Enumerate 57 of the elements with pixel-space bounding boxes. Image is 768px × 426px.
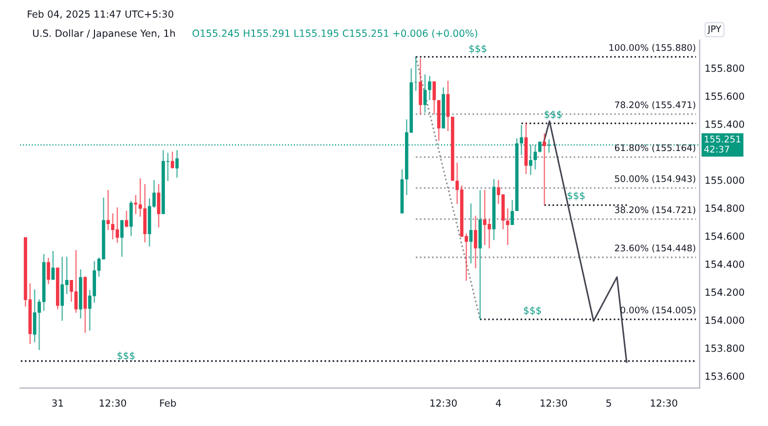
- y-tick-label: 155.600: [706, 92, 744, 100]
- annotation: $$$: [568, 192, 585, 200]
- x-tick-label: 12:30: [100, 399, 126, 407]
- candlestick: [446, 80, 450, 132]
- chart-title: U.S. Dollar / Japanese Yen, 1h: [33, 29, 175, 39]
- candlestick: [138, 178, 142, 218]
- candlestick: [423, 74, 427, 114]
- candlestick: [414, 56, 418, 92]
- chart-subtitle: O155.245 H155.291 L155.195 C155.251 +0.006 (+0.00%): [192, 29, 478, 38]
- candlestick: [469, 202, 473, 264]
- x-tick-label: 31: [52, 399, 63, 407]
- candlestick: [506, 208, 510, 246]
- annotation: $$$: [524, 306, 541, 316]
- x-tick-label: 12:30: [430, 399, 457, 407]
- y-tick-label: 154.600: [706, 232, 744, 240]
- annotation: $$$: [469, 44, 486, 54]
- candlestick: [51, 250, 55, 280]
- annotation: 61.80% (155.164): [614, 144, 696, 152]
- candlestick: [542, 132, 546, 206]
- x-tick-label: Feb: [160, 399, 176, 407]
- annotation: 50.00% (154.943): [615, 175, 696, 184]
- candlestick: [175, 149, 179, 178]
- candlestick: [129, 200, 133, 237]
- candlestick: [157, 183, 160, 228]
- annotation: 100.00% (155.880): [610, 44, 696, 52]
- x-tick-label: 4: [496, 399, 502, 407]
- y-tick-label: 154.800: [706, 204, 744, 212]
- y-tick-label: 155.000: [706, 176, 744, 184]
- y-tick-label: 155.800: [706, 64, 744, 72]
- candlestick: [510, 199, 514, 226]
- candlestick: [428, 75, 432, 101]
- y-tick-label: 153.600: [706, 372, 744, 380]
- candlestick: [120, 219, 124, 258]
- ref-line-label: 155.251 42:37: [704, 136, 740, 153]
- candlestick: [418, 58, 422, 116]
- y-tick-label: 154.200: [706, 288, 744, 296]
- candlestick: [124, 210, 128, 228]
- x-tick-label: 12:30: [540, 399, 567, 407]
- candlestick: [134, 194, 138, 215]
- candlestick: [46, 257, 50, 285]
- x-tick-label: 5: [606, 399, 611, 407]
- text: Feb 04, 2025 11:47 UTC+5:30: [28, 10, 174, 19]
- candlestick: [432, 80, 436, 116]
- y-tick-label: 155.400: [706, 120, 744, 128]
- annotation: $$$: [544, 110, 562, 120]
- y-tick-label: 153.800: [706, 344, 744, 352]
- annotation: $$$: [118, 352, 135, 360]
- y-tick-label: 154.000: [706, 316, 744, 324]
- candlestick: [106, 189, 110, 231]
- x-tick-label: 12:30: [650, 399, 678, 407]
- candlestick: [170, 151, 174, 170]
- candlestick: [474, 215, 478, 270]
- y-tick-label: 154.400: [706, 260, 744, 268]
- annotation: 78.20% (155.471): [615, 101, 696, 110]
- annotation: 38.20% (154.721): [614, 206, 696, 214]
- annotation: 23.60% (154.448): [614, 244, 696, 252]
- y-axis-title: JPY: [707, 26, 722, 34]
